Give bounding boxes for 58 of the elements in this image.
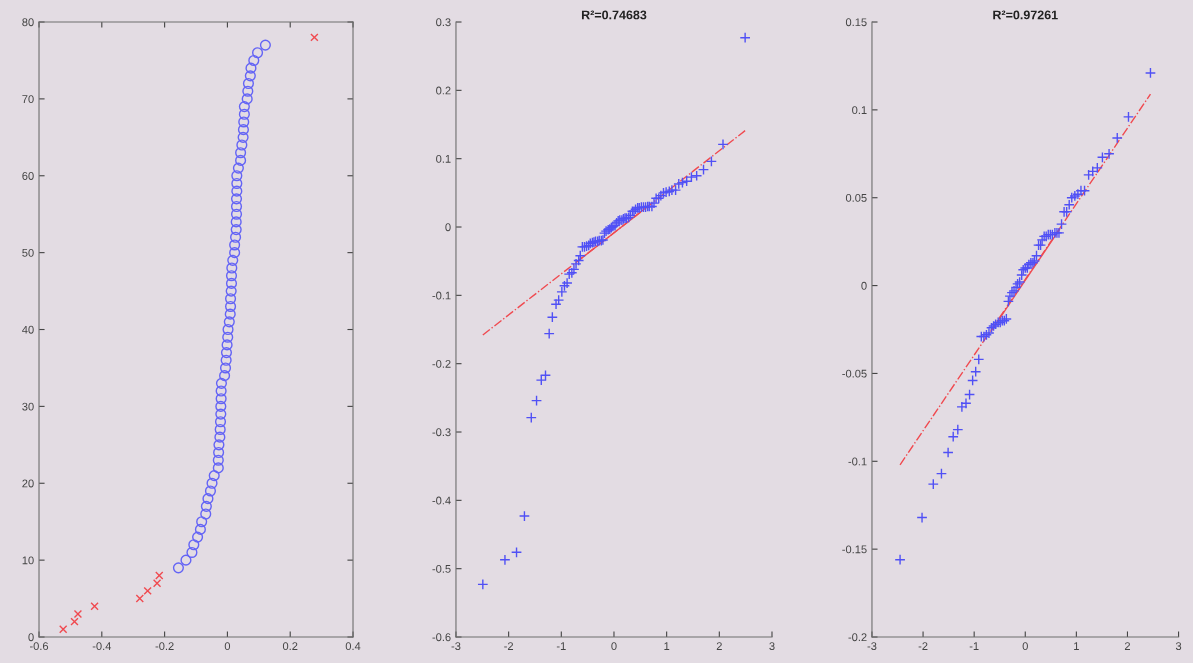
y-tick-label: 0 <box>861 281 867 290</box>
x-tick-label: -0.6 <box>29 642 49 651</box>
y-tick-label: 0 <box>28 633 34 642</box>
x-tick-label: 0.4 <box>345 642 361 651</box>
x-tick-label: -1 <box>556 642 566 650</box>
y-tick-label: 0.2 <box>436 86 451 95</box>
chart-title: R²=0.97261 <box>993 10 1058 20</box>
x-tick-label: -0.2 <box>155 642 174 651</box>
point <box>73 609 83 619</box>
y-tick-label: 30 <box>22 402 34 411</box>
y-tick-label: 0.3 <box>436 18 451 27</box>
point <box>59 625 68 634</box>
x-tick-label: -2 <box>918 642 928 650</box>
x-tick-label: -0.4 <box>92 642 112 651</box>
y-tick-label: -0.2 <box>432 359 451 368</box>
point <box>143 586 152 596</box>
y-tick-label: 50 <box>22 248 34 257</box>
x-tick-label: 0 <box>224 642 231 651</box>
y-tick-label: 0.15 <box>845 18 867 27</box>
y-tick-label: -0.6 <box>432 633 451 642</box>
x-tick-label: -2 <box>504 642 514 650</box>
x-tick-label: 0 <box>611 642 617 651</box>
y-tick-label: 0.1 <box>436 154 451 163</box>
y-tick-label: -0.3 <box>432 428 451 437</box>
y-tick-label: 0 <box>445 223 451 232</box>
y-tick-label: 60 <box>22 172 34 180</box>
point <box>310 33 319 42</box>
x-tick-label: 3 <box>1175 642 1182 651</box>
y-tick-label: 10 <box>22 556 34 565</box>
x-tick-label: 0.2 <box>282 642 298 651</box>
chart-title: R²=0.74683 <box>581 10 647 20</box>
x-tick-label: -3 <box>867 642 877 651</box>
x-tick-label: 3 <box>769 642 775 651</box>
x-tick-label: 1 <box>1074 642 1079 650</box>
x-tick-label: -3 <box>451 642 461 651</box>
y-tick-label: -0.05 <box>842 369 867 378</box>
point <box>155 571 164 580</box>
y-tick-label: -0.1 <box>848 457 867 466</box>
y-tick-label: 70 <box>22 95 34 104</box>
point <box>90 602 99 611</box>
x-tick-label: 0 <box>1022 642 1028 651</box>
y-tick-label: 40 <box>22 325 34 334</box>
y-tick-label: -0.4 <box>432 496 451 505</box>
point <box>152 579 162 588</box>
x-tick-label: 2 <box>716 642 722 650</box>
y-tick-label: -0.15 <box>842 545 867 554</box>
point <box>70 617 79 626</box>
y-tick-label: -0.5 <box>432 564 451 573</box>
x-tick-label: 1 <box>664 642 670 650</box>
y-tick-label: -0.1 <box>432 291 451 300</box>
y-tick-label: 20 <box>22 479 34 488</box>
x-tick-label: -1 <box>969 642 979 650</box>
x-tick-label: 2 <box>1124 642 1130 650</box>
y-tick-label: 0.05 <box>845 193 867 202</box>
y-tick-label: 0.1 <box>852 106 867 114</box>
y-tick-label: -0.2 <box>848 633 867 642</box>
point <box>135 594 144 603</box>
y-tick-label: 80 <box>22 18 34 27</box>
